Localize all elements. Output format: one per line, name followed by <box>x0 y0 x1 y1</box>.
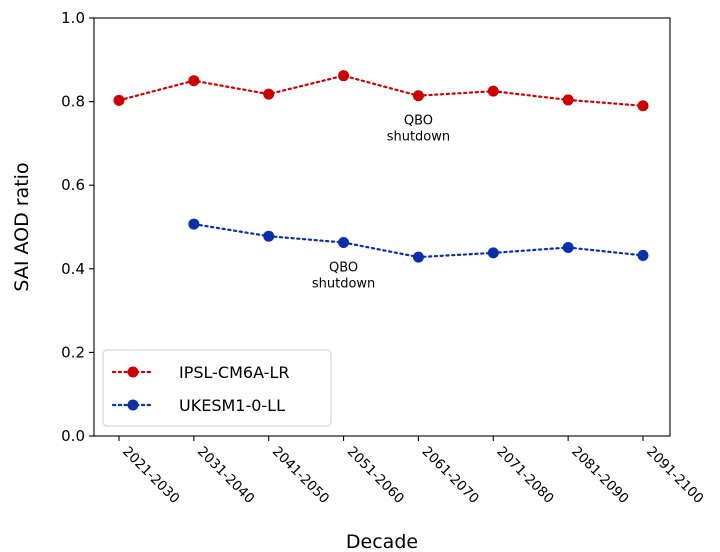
legend-marker <box>127 366 139 378</box>
annotation-text: QBO <box>329 260 358 275</box>
series-line-0 <box>117 74 645 107</box>
data-point <box>263 230 275 242</box>
x-axis-title: Decade <box>346 531 418 552</box>
y-tick-label: 0.6 <box>61 176 85 194</box>
data-point <box>487 247 499 259</box>
x-tick-label: 2061-2070 <box>419 444 482 507</box>
y-axis-title: SAI AOD ratio <box>11 162 33 291</box>
x-tick-label: 2071-2080 <box>493 444 556 507</box>
annotation-text: QBO <box>404 114 433 129</box>
legend: IPSL-CM6A-LR UKESM1-0-LL <box>102 349 332 427</box>
y-tick-label: 0.4 <box>61 260 85 278</box>
legend-box <box>102 349 332 427</box>
y-tick-label: 0.8 <box>61 93 85 111</box>
plot-area-frame <box>93 17 671 437</box>
data-point <box>637 100 649 112</box>
data-point <box>562 94 574 106</box>
x-tick-label: 2091-2100 <box>643 444 706 507</box>
annotation-text: shutdown <box>387 130 450 145</box>
legend-label: UKESM1-0-LL <box>179 396 285 415</box>
x-tick-label: 2021-2030 <box>119 444 182 507</box>
x-tick-label: 2041-2050 <box>269 444 332 507</box>
y-tick-label: 0.2 <box>61 343 85 361</box>
data-point <box>487 85 499 97</box>
legend-marker <box>127 399 139 411</box>
y-tick-label: 0.0 <box>61 427 85 445</box>
data-point <box>562 241 574 253</box>
data-point <box>412 251 424 263</box>
annotation-text: shutdown <box>312 276 375 291</box>
y-axis: 0.0 0.2 0.4 0.6 0.8 1.0 <box>61 9 94 445</box>
data-point <box>338 70 350 82</box>
data-point <box>637 249 649 261</box>
x-tick-label: 2051-2060 <box>344 444 407 507</box>
data-point <box>263 88 275 100</box>
legend-label: IPSL-CM6A-LR <box>179 363 289 382</box>
x-axis: 2021-2030 2031-2040 2041-2050 2051-2060 2061… <box>118 436 707 507</box>
data-point <box>338 236 350 248</box>
series-layer <box>113 70 649 263</box>
x-tick-label: 2031-2040 <box>194 444 257 507</box>
x-tick-label: 2081-2090 <box>568 444 631 507</box>
y-tick-label: 1.0 <box>61 9 85 27</box>
data-point <box>188 218 200 230</box>
data-point <box>188 75 200 87</box>
data-point <box>412 90 424 102</box>
data-point <box>113 94 125 106</box>
